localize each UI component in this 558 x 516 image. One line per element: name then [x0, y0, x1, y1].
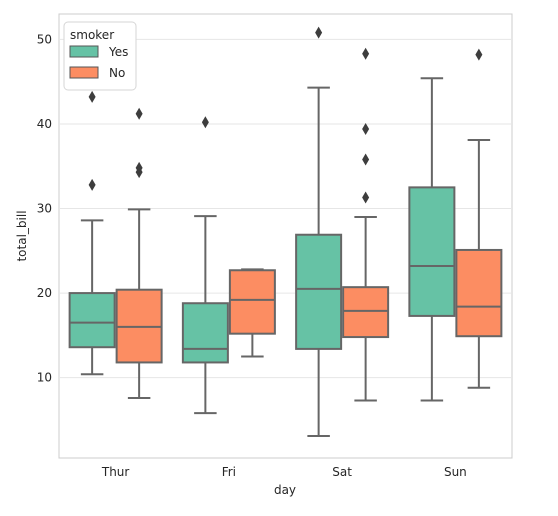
x-tick-label: Thur	[101, 465, 130, 479]
x-axis-label: day	[274, 483, 296, 497]
box-yes-thur	[68, 90, 116, 376]
box-yes-fri	[181, 116, 229, 415]
box-no-thur	[115, 107, 163, 399]
legend-swatch-yes	[69, 45, 99, 58]
iqr-box	[228, 269, 276, 335]
legend-title: smoker	[70, 28, 114, 42]
outlier-point	[475, 48, 483, 61]
box-yes-sun	[408, 77, 456, 402]
box-no-sun	[455, 48, 503, 389]
legend: smoker Yes No	[63, 21, 137, 91]
iqr-box	[408, 186, 456, 317]
y-tick-label: 20	[37, 286, 52, 300]
box-no-fri	[228, 268, 276, 358]
iqr-box	[295, 233, 343, 350]
iqr-box	[455, 248, 503, 338]
outlier-point	[201, 116, 209, 129]
outlier-point	[362, 191, 370, 204]
y-tick-label: 40	[37, 117, 52, 131]
box-no-sat	[342, 47, 390, 402]
y-axis-ticks: 10 20 30 40 50	[37, 32, 52, 384]
legend-label-yes: Yes	[108, 45, 128, 59]
outlier-point	[315, 26, 323, 39]
legend-swatch-no	[69, 66, 99, 79]
box-yes-sat	[295, 26, 343, 438]
box-layer	[68, 26, 503, 438]
iqr-box	[68, 292, 116, 349]
x-tick-label: Sun	[444, 465, 467, 479]
y-tick-label: 50	[37, 32, 52, 46]
outlier-point	[135, 107, 143, 120]
x-tick-label: Sat	[332, 465, 352, 479]
outlier-point	[362, 123, 370, 136]
x-tick-label: Fri	[222, 465, 236, 479]
outlier-point	[88, 90, 96, 103]
y-tick-label: 30	[37, 202, 52, 216]
outlier-point	[88, 178, 96, 191]
y-axis-label: total_bill	[15, 210, 29, 261]
iqr-box	[342, 286, 390, 339]
iqr-box	[181, 302, 229, 364]
x-axis-ticks: Thur Fri Sat Sun	[101, 465, 467, 479]
outlier-point	[135, 161, 143, 174]
y-tick-label: 10	[37, 371, 52, 385]
legend-label-no: No	[109, 66, 125, 80]
outlier-point	[362, 47, 370, 60]
outlier-point	[362, 153, 370, 166]
